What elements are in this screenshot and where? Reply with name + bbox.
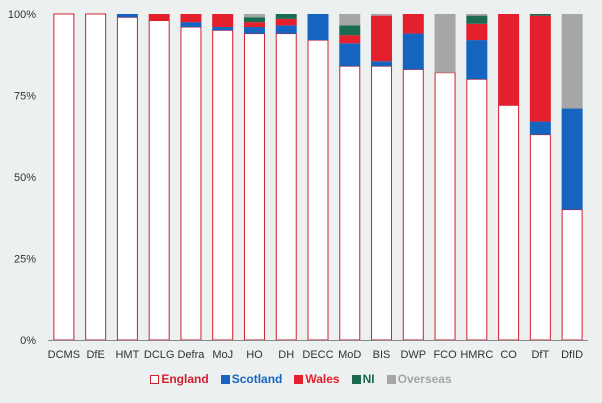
bar-scotland — [307, 14, 329, 41]
x-category-label: DCMS — [48, 349, 80, 361]
x-category-label: MoJ — [212, 349, 233, 361]
x-category-label: DfT — [531, 349, 549, 361]
bar-wales — [529, 15, 551, 122]
x-category-label: CO — [500, 349, 517, 361]
bar-scotland — [402, 33, 424, 70]
bar-overseas — [561, 14, 583, 109]
x-category-label: Defra — [177, 349, 205, 361]
legend-item-wales: Wales — [294, 372, 340, 386]
bar-england — [307, 39, 329, 341]
bar-ni — [529, 14, 551, 16]
legend-swatch — [294, 374, 304, 384]
bar-england — [498, 104, 520, 341]
bar-wales — [275, 18, 297, 26]
y-tick-label: 25% — [14, 254, 36, 266]
x-category-label: DfE — [86, 349, 104, 361]
y-axis: 0% 25% 50% 75% 100% — [8, 9, 36, 347]
bar-scotland — [371, 61, 393, 67]
bar-overseas — [243, 14, 265, 18]
bar-ni — [243, 17, 265, 23]
bar-england — [466, 78, 488, 341]
y-tick-label: 50% — [14, 172, 36, 184]
legend-swatch — [351, 374, 361, 384]
bar-wales — [466, 23, 488, 41]
bar-wales — [402, 14, 424, 34]
bar-ni — [339, 25, 361, 36]
legend: England Scotland Wales NI Overseas — [0, 372, 602, 386]
bar-england — [116, 16, 138, 341]
bar-scotland — [212, 27, 234, 31]
y-tick-label: 75% — [14, 91, 36, 103]
legend-item-overseas: Overseas — [386, 372, 452, 386]
bar-england — [148, 20, 170, 341]
bar-england — [561, 209, 583, 341]
bar-ni — [275, 14, 297, 19]
legend-label: Scotland — [231, 372, 283, 386]
x-category-label: HMT — [115, 349, 139, 361]
bar-overseas — [339, 14, 361, 26]
bar-england — [275, 33, 297, 341]
bar-scotland — [275, 25, 297, 34]
legend-item-ni: NI — [351, 372, 375, 386]
bar-overseas — [466, 14, 488, 16]
bar-scotland — [339, 43, 361, 67]
bar-england — [402, 68, 424, 341]
bar-england — [180, 26, 202, 341]
bar-wales — [371, 15, 393, 62]
bar-scotland — [243, 27, 265, 34]
x-axis: DCMS DfE HMT DCLG Defra MoJ HO DH DECC MoD BIS DWP F… — [48, 340, 588, 361]
bars — [53, 13, 583, 341]
x-category-label: DfID — [561, 349, 583, 361]
legend-swatch — [150, 374, 160, 384]
x-category-label: HMRC — [460, 349, 493, 361]
bar-scotland — [529, 121, 551, 135]
bar-ni — [466, 15, 488, 24]
x-category-label: DWP — [400, 349, 426, 361]
x-category-label: BIS — [373, 349, 391, 361]
legend-label: NI — [362, 372, 375, 386]
bar-wales — [243, 22, 265, 28]
x-category-label: DCLG — [144, 349, 175, 361]
bar-overseas — [434, 14, 456, 73]
bar-scotland — [561, 108, 583, 210]
chart-svg: 0% 25% 50% 75% 100% DCMS DfE HMT DCLG Defra MoJ HO… — [8, 9, 588, 361]
y-tick-label: 100% — [8, 9, 36, 21]
bar-scotland — [466, 40, 488, 80]
bar-scotland — [116, 14, 138, 18]
legend-label: England — [161, 372, 209, 386]
legend-item-england: England — [150, 372, 209, 386]
bar-wales — [212, 14, 234, 28]
y-tick-label: 0% — [20, 335, 36, 347]
bar-england — [529, 134, 551, 341]
x-category-label: MoD — [338, 349, 361, 361]
bar-england — [212, 29, 234, 341]
legend-label: Overseas — [397, 372, 452, 386]
bar-england — [339, 65, 361, 341]
x-category-label: FCO — [433, 349, 457, 361]
bar-wales — [498, 14, 520, 106]
legend-swatch — [220, 374, 230, 384]
x-category-label: DECC — [302, 349, 333, 361]
bar-scotland — [180, 22, 202, 28]
bar-england — [53, 13, 75, 341]
bar-wales — [339, 35, 361, 44]
bar-england — [85, 13, 107, 341]
bar-england — [243, 33, 265, 341]
bar-england — [371, 65, 393, 341]
bar-england — [434, 72, 456, 341]
x-category-label: HO — [246, 349, 263, 361]
legend-item-scotland: Scotland — [220, 372, 283, 386]
legend-label: Wales — [305, 372, 340, 386]
legend-swatch — [386, 374, 396, 384]
bar-wales — [148, 14, 170, 21]
x-category-label: DH — [278, 349, 294, 361]
bar-wales — [180, 14, 202, 23]
bar-overseas — [371, 14, 393, 16]
